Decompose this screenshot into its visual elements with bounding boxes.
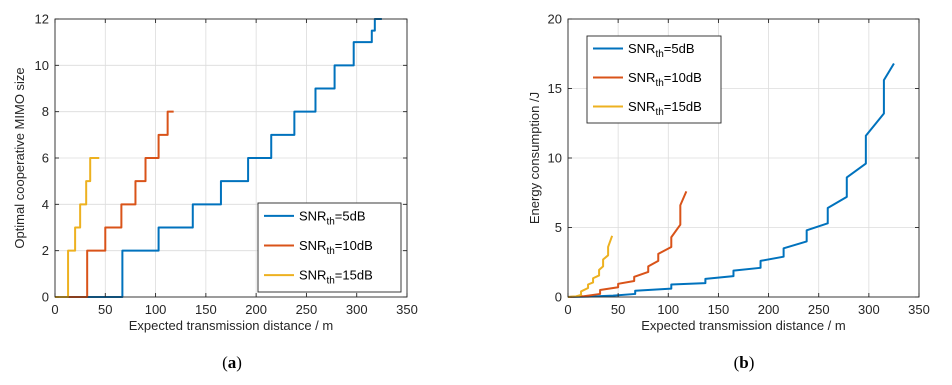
x-tick-label: 200 — [758, 302, 780, 317]
legend-box — [586, 35, 722, 124]
legend-text-suffix: =15dB — [335, 268, 373, 283]
chart-panel-b: 0 50 100 150 200 250 300 350 0 5 10 15 20 Expected tr… — [527, 12, 930, 373]
legend-entry-0: SNRth=5dB — [628, 41, 695, 60]
panel-caption: (b) — [734, 353, 755, 372]
series-line-0 — [567, 62, 895, 298]
y-axis-label: Optimal cooperative MIMO size — [12, 67, 27, 248]
legend-text-sub: th — [326, 216, 334, 227]
legend-text-sub: th — [655, 107, 663, 118]
legend-text-suffix: =10dB — [335, 238, 373, 253]
y-tick-label: 6 — [42, 151, 49, 166]
x-tick-label: 250 — [808, 302, 830, 317]
y-tick-label: 20 — [548, 12, 562, 27]
x-axis-label: Expected transmission distance / m — [129, 318, 333, 333]
y-tick-label: 0 — [555, 290, 562, 305]
legend-entry-2: SNRth=15dB — [299, 268, 373, 287]
series-line-0 — [55, 18, 382, 298]
y-tick-label: 4 — [42, 197, 49, 212]
ticks: 0 50 100 150 200 250 300 350 0 2 4 6 8 10 12 — [35, 12, 418, 318]
x-tick-label: 0 — [51, 302, 58, 317]
x-tick-label: 0 — [564, 302, 571, 317]
y-tick-label: 12 — [35, 12, 49, 27]
legend-box — [257, 202, 402, 293]
legend-text-sub: th — [655, 78, 663, 89]
series-line-2 — [55, 157, 100, 298]
series-group — [55, 18, 382, 298]
series-line-1 — [567, 190, 688, 298]
y-tick-label: 2 — [42, 243, 49, 258]
y-tick-label: 5 — [555, 220, 562, 235]
y-axis-label: Energy consumption /J — [527, 92, 542, 224]
x-tick-label: 350 — [396, 302, 418, 317]
legend-text-base: SNR — [628, 41, 655, 56]
caption-letter: a — [228, 353, 237, 372]
legend-text-base: SNR — [628, 99, 655, 114]
legend-text-suffix: =5dB — [335, 208, 366, 223]
legend-entry-1: SNRth=10dB — [628, 70, 702, 89]
legend-text-base: SNR — [299, 268, 326, 283]
legend-text-base: SNR — [299, 238, 326, 253]
panel-caption: (a) — [222, 353, 242, 372]
y-tick-label: 15 — [548, 81, 562, 96]
y-tick-label: 8 — [42, 104, 49, 119]
x-tick-label: 250 — [296, 302, 318, 317]
series-group — [567, 62, 895, 298]
x-tick-label: 50 — [611, 302, 625, 317]
legend-text-base: SNR — [628, 70, 655, 85]
series-line-2 — [567, 235, 614, 298]
x-tick-label: 150 — [708, 302, 730, 317]
legend-entry-0: SNRth=5dB — [299, 208, 366, 227]
x-tick-label: 300 — [346, 302, 368, 317]
legend-text-sub: th — [655, 49, 663, 60]
x-tick-label: 350 — [908, 302, 930, 317]
caption-close: ) — [236, 353, 242, 372]
x-tick-label: 150 — [195, 302, 217, 317]
x-tick-label: 50 — [98, 302, 112, 317]
x-tick-label: 100 — [657, 302, 679, 317]
x-axis-label: Expected transmission distance / m — [641, 318, 845, 333]
x-tick-label: 200 — [245, 302, 267, 317]
legend-entry-1: SNRth=10dB — [299, 238, 373, 257]
y-tick-label: 0 — [42, 290, 49, 305]
caption-letter: b — [739, 353, 748, 372]
caption-open: ( — [222, 353, 228, 372]
caption-close: ) — [749, 353, 755, 372]
legend-text-base: SNR — [299, 208, 326, 223]
series-line-1 — [55, 110, 174, 298]
caption-open: ( — [734, 353, 740, 372]
legend-text-suffix: =15dB — [664, 99, 702, 114]
legend-text-suffix: =5dB — [664, 41, 695, 56]
legend-text-sub: th — [326, 276, 334, 287]
x-tick-label: 300 — [858, 302, 880, 317]
legend-text-suffix: =10dB — [664, 70, 702, 85]
chart-panel-a: 0 50 100 150 200 250 300 350 0 2 4 6 8 10 12 Expected t… — [12, 12, 418, 373]
y-tick-label: 10 — [548, 151, 562, 166]
x-tick-label: 100 — [145, 302, 167, 317]
legend-entry-2: SNRth=15dB — [628, 99, 702, 118]
legend-text-sub: th — [326, 246, 334, 257]
ticks: 0 50 100 150 200 250 300 350 0 5 10 15 20 — [548, 12, 930, 318]
y-tick-label: 10 — [35, 58, 49, 73]
